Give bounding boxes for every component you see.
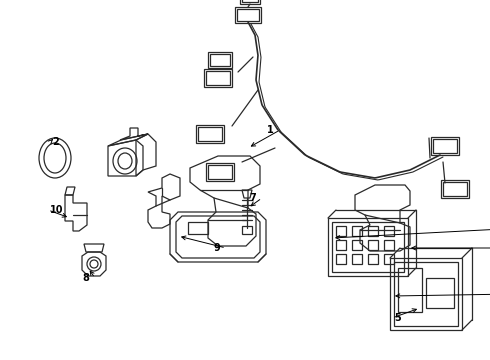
Text: 5: 5 bbox=[394, 313, 401, 323]
Bar bbox=[368, 240, 378, 250]
Text: 2: 2 bbox=[52, 137, 59, 147]
Bar bbox=[398, 268, 422, 312]
Bar bbox=[390, 258, 462, 330]
Text: 8: 8 bbox=[82, 273, 89, 283]
Bar bbox=[441, 180, 469, 198]
Bar bbox=[198, 127, 222, 141]
Text: 10: 10 bbox=[50, 205, 64, 215]
Bar bbox=[336, 240, 346, 250]
Bar bbox=[208, 165, 232, 179]
Bar bbox=[235, 7, 261, 23]
Bar bbox=[206, 163, 234, 181]
Bar bbox=[426, 278, 454, 308]
Bar bbox=[242, 0, 258, 2]
Text: 7: 7 bbox=[249, 193, 256, 203]
Bar bbox=[352, 240, 362, 250]
Bar bbox=[328, 218, 408, 276]
Bar bbox=[368, 226, 378, 236]
Bar bbox=[431, 137, 459, 155]
Bar bbox=[352, 254, 362, 264]
Bar bbox=[210, 54, 230, 66]
Bar bbox=[208, 52, 232, 68]
Bar bbox=[196, 125, 224, 143]
Bar bbox=[394, 262, 458, 326]
Text: 9: 9 bbox=[213, 243, 220, 253]
Bar bbox=[384, 254, 394, 264]
Bar bbox=[237, 9, 259, 21]
Bar bbox=[368, 254, 378, 264]
Bar bbox=[188, 222, 208, 234]
Bar bbox=[336, 254, 346, 264]
Bar bbox=[240, 0, 260, 4]
Text: 1: 1 bbox=[267, 125, 274, 135]
Bar bbox=[332, 222, 404, 272]
Bar bbox=[206, 71, 230, 85]
Bar bbox=[336, 226, 346, 236]
Bar bbox=[204, 69, 232, 87]
Bar bbox=[433, 139, 457, 153]
Bar bbox=[384, 240, 394, 250]
Bar bbox=[242, 226, 252, 234]
Bar bbox=[384, 226, 394, 236]
Bar bbox=[443, 182, 467, 196]
Bar bbox=[352, 226, 362, 236]
